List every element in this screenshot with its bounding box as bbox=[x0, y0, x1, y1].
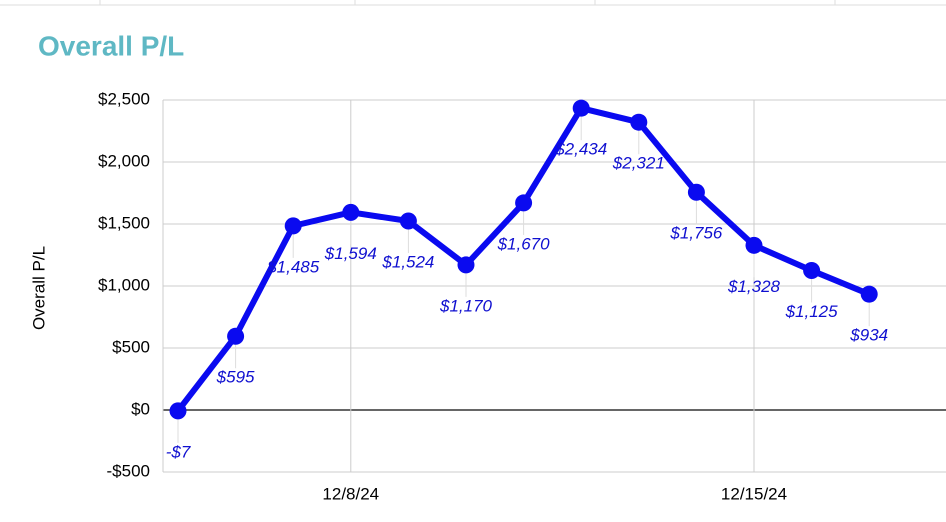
y-tick-label: $500 bbox=[112, 337, 150, 356]
data-label: $1,328 bbox=[727, 277, 781, 296]
data-point bbox=[803, 262, 821, 279]
x-tick-label: 12/15/24 bbox=[721, 484, 787, 503]
data-point bbox=[745, 236, 763, 254]
data-point bbox=[284, 217, 302, 235]
data-label: -$7 bbox=[166, 442, 191, 461]
data-point bbox=[572, 99, 590, 117]
y-axis-title: Overall P/L bbox=[29, 246, 48, 330]
data-point bbox=[227, 327, 245, 345]
data-point bbox=[169, 402, 187, 420]
data-point bbox=[342, 203, 360, 221]
plot: -$7 $595 $1,485$1,594 $1,524 $1,170 $1,670 $2,… bbox=[166, 99, 888, 461]
data-label: $934 bbox=[849, 326, 888, 345]
data-point bbox=[687, 183, 705, 201]
data-point bbox=[399, 212, 417, 230]
data-label: $1,594 bbox=[324, 244, 377, 263]
data-label: $1,670 bbox=[497, 234, 551, 253]
x-tick-label: 12/8/24 bbox=[322, 484, 379, 503]
data-label: $1,756 bbox=[669, 224, 723, 243]
chart-title: Overall P/L bbox=[38, 30, 184, 61]
y-tick-label: $2,000 bbox=[98, 151, 150, 170]
data-label: $1,170 bbox=[439, 296, 493, 315]
y-tick-label: $2,500 bbox=[98, 89, 150, 108]
y-tick-label: $0 bbox=[131, 399, 150, 418]
data-label: $2,434 bbox=[554, 140, 607, 159]
data-label: $2,321 bbox=[612, 154, 665, 173]
data-label: $1,524 bbox=[381, 253, 434, 272]
data-point bbox=[630, 113, 648, 131]
data-point bbox=[860, 285, 878, 303]
data-point bbox=[515, 194, 533, 212]
y-tick-label: $1,500 bbox=[98, 213, 150, 232]
y-tick-label: $1,000 bbox=[98, 275, 150, 294]
y-tick-label: -$500 bbox=[107, 461, 150, 480]
data-label: $1,485 bbox=[266, 257, 320, 276]
data-label: $595 bbox=[216, 368, 255, 387]
data-label: $1,125 bbox=[785, 302, 839, 321]
grid: -$500 $0 $500 $1,000 $1,500 $2,000 $2,500 12/8/… bbox=[98, 89, 946, 503]
data-point bbox=[457, 256, 475, 274]
